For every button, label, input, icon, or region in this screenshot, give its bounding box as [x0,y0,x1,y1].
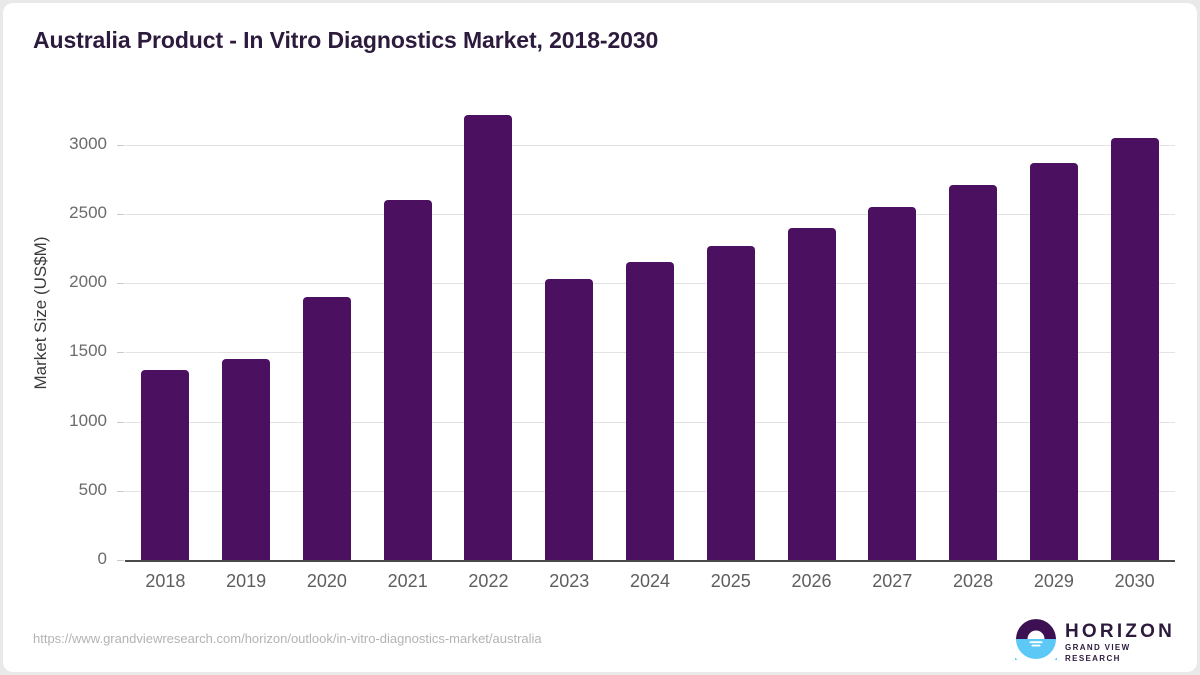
y-tick-label: 1500 [69,341,107,361]
x-tick-label-2023: 2023 [549,571,590,591]
bar-2025[interactable] [706,245,755,560]
source-url[interactable]: https://www.grandviewresearch.com/horizo… [33,631,542,646]
bar-2029[interactable] [1029,162,1078,560]
y-tick-mark [117,560,124,561]
y-tick-mark [117,213,124,215]
horizon-logo[interactable]: HORIZON GRAND VIEW RESEARCH [1008,611,1175,667]
y-tick-mark [117,490,124,492]
y-tick-mark [117,352,124,354]
x-tick-label-2019: 2019 [226,571,267,591]
x-tick-label-2026: 2026 [791,571,832,591]
x-tick-label-2029: 2029 [1033,571,1074,591]
bar-2027[interactable] [868,206,917,560]
x-tick-label-2027: 2027 [872,571,913,591]
x-tick-label-2021: 2021 [387,571,428,591]
x-tick-label-2030: 2030 [1114,571,1155,591]
gridline [125,144,1175,146]
page-title: Australia Product - In Vitro Diagnostics… [33,27,659,53]
bar-2018[interactable] [141,370,190,560]
x-tick-label-2024: 2024 [629,571,671,591]
x-tick-label-2022: 2022 [468,571,509,591]
x-axis-line [125,560,1175,562]
bar-2022[interactable] [464,115,513,560]
bar-2020[interactable] [302,296,351,560]
y-tick-label: 2000 [69,272,107,292]
chart-card: Australia Product - In Vitro Diagnostics… [3,3,1197,672]
horizon-logo-text: HORIZON GRAND VIEW RESEARCH [1065,622,1175,664]
y-tick-label: 500 [78,479,107,499]
y-axis-tick-labels: 0 500 1000 1500 2000 2500 3000 [3,3,124,672]
x-tick-label-2018: 2018 [145,571,186,591]
horizon-logo-icon [1008,611,1064,667]
y-tick-mark [117,283,124,285]
x-tick-label-2025: 2025 [710,571,751,591]
plot-area [125,103,1175,560]
gridline [125,213,1175,215]
bar-2019[interactable] [222,359,271,560]
y-tick-label: 3000 [69,133,107,153]
bar-2026[interactable] [787,227,836,560]
y-tick-mark [117,421,124,423]
y-tick-label: 2500 [69,202,107,222]
bar-2028[interactable] [949,184,998,560]
x-tick-label-2028: 2028 [953,571,994,591]
bar-2021[interactable] [383,199,432,560]
y-tick-mark [117,144,124,146]
bar-2030[interactable] [1110,137,1159,560]
logo-wordmark: HORIZON [1065,621,1176,642]
x-tick-label-2020: 2020 [306,571,347,591]
bar-2024[interactable] [626,262,674,560]
logo-tagline: GRAND VIEW RESEARCH [1065,643,1131,663]
bar-2023[interactable] [545,278,594,560]
y-tick-label: 1000 [69,410,107,430]
y-tick-label: 0 [97,549,107,568]
